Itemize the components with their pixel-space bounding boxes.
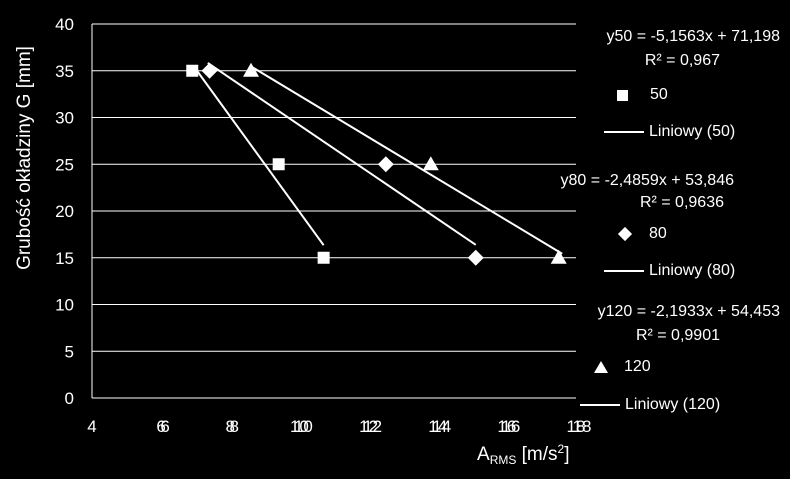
legend-line-120	[580, 404, 620, 406]
legend-marker-50	[617, 90, 628, 101]
x-tick-12: 12	[359, 417, 378, 436]
x-axis-title-unit: [m/s	[521, 444, 558, 465]
x-tick-4: 4	[87, 417, 96, 436]
x-axis-title-subscript: RMS	[489, 453, 517, 467]
x-tick-16: 16	[497, 417, 516, 436]
y-tick-5: 5	[65, 342, 74, 361]
legend-marker-120	[594, 361, 608, 373]
grid-lines	[91, 23, 576, 399]
r2-80: R² = 0,9636	[639, 194, 724, 211]
y-tick-25: 25	[55, 155, 74, 174]
x-tick-overlap-12: 12	[363, 417, 382, 436]
x-axis-title-main: A	[477, 444, 490, 465]
y-tick-labels: 0 5 10 15 20 25 30 35 40	[55, 15, 74, 408]
x-tick-14: 14	[428, 417, 447, 436]
legend-label-120: 120	[624, 358, 651, 375]
y-tick-15: 15	[55, 249, 74, 268]
legend-trend-label-80: Liniowy (80)	[649, 262, 736, 279]
point-120-1	[422, 156, 439, 171]
r2-50: R² = 0,967	[644, 52, 720, 69]
x-tick-overlap-18: 18	[573, 417, 592, 436]
x-axis-title: ARMS [m/s2]	[477, 442, 570, 467]
x-axis-title-superscript: 2	[557, 442, 565, 456]
y-tick-0: 0	[65, 389, 74, 408]
x-tick-6: 6	[156, 417, 165, 436]
trend-lines	[193, 62, 563, 255]
x-tick-overlap-6: 6	[160, 417, 169, 436]
x-tick-18: 18	[567, 417, 586, 436]
point-50-2	[317, 251, 330, 264]
legend-line-50	[604, 131, 644, 133]
point-120-0	[243, 62, 260, 77]
y-tick-30: 30	[55, 109, 74, 128]
point-80-2	[467, 249, 484, 266]
trend-line-80	[207, 62, 477, 246]
x-axis-title-close: ]	[564, 444, 570, 465]
point-80-1	[377, 156, 394, 173]
x-tick-overlap-16: 16	[501, 417, 520, 436]
trend-line-120	[250, 65, 563, 255]
equation-80: y80 = -2,4859x + 53,846	[560, 172, 734, 189]
legend-trend-label-120: Liniowy (120)	[625, 396, 721, 413]
x-tick-labels: 4 6 8 10 12 14 16 18 6 8 10 12 14 16 18	[87, 417, 591, 436]
legend-label-80: 80	[649, 225, 667, 242]
equation-120: y120 = -2,1933x + 54,453	[597, 303, 780, 320]
equation-50: y50 = -5,1563x + 71,198	[606, 28, 780, 45]
point-80-0	[201, 62, 218, 79]
legend-trend-label-50: Liniowy (50)	[649, 123, 736, 140]
point-50-1	[272, 158, 285, 171]
point-50-0	[186, 64, 199, 77]
trend-line-50	[193, 66, 325, 246]
x-tick-overlap-10: 10	[294, 417, 313, 436]
data-points	[186, 62, 567, 266]
r2-120: R² = 0,9901	[635, 327, 720, 344]
x-tick-10: 10	[290, 417, 309, 436]
x-tick-overlap-8: 8	[230, 417, 239, 436]
y-tick-40: 40	[55, 15, 74, 34]
point-120-2	[550, 249, 567, 264]
y-tick-10: 10	[55, 296, 74, 315]
y-tick-35: 35	[55, 62, 74, 81]
y-tick-20: 20	[55, 202, 74, 221]
x-tick-overlap-14: 14	[432, 417, 451, 436]
y-axis-title: Grubość okładziny G [mm]	[14, 46, 35, 270]
legend-label-50: 50	[650, 86, 668, 103]
x-tick-8: 8	[226, 417, 235, 436]
legend-line-80	[604, 270, 644, 272]
